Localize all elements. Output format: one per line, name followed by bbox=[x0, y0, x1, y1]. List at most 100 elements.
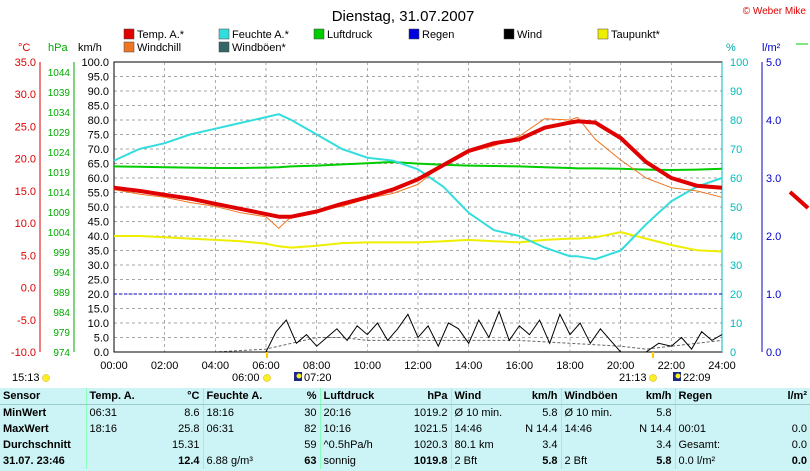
stat-cell: 0.0 l/m² bbox=[674, 453, 741, 469]
stat-cell bbox=[85, 437, 148, 453]
stat-cell: N 14.4 bbox=[525, 423, 558, 435]
time-tick-label: 12:00 bbox=[404, 360, 432, 372]
wind-tick-label: 95.0 bbox=[88, 72, 109, 84]
stat-cell: 2 Bft bbox=[560, 453, 627, 469]
temp-tick-label: 30.0 bbox=[15, 89, 36, 101]
temp-tick-label: 10.0 bbox=[15, 218, 36, 230]
wind-tick-label: 25.0 bbox=[88, 275, 109, 287]
wind-tick-label: 70.0 bbox=[88, 144, 109, 156]
series-taupunkt bbox=[114, 231, 723, 253]
press-tick-label: 994 bbox=[53, 268, 70, 279]
wind-tick-label: 50.0 bbox=[88, 202, 109, 214]
stat-cell: 20:16 bbox=[319, 404, 389, 421]
legend-label: Temp. A.* bbox=[137, 29, 185, 41]
stat-row: Durchschnitt 15.31 59 ^0.5hPa/h 1020.3 80.1 k… bbox=[0, 437, 810, 453]
legend-label: Windchill bbox=[137, 42, 181, 54]
moonrise-label: 22:09 bbox=[683, 372, 711, 384]
stat-cell: 1019.2 bbox=[413, 407, 448, 419]
stat-cell: 82 bbox=[304, 423, 317, 435]
wind-tick-label: 45.0 bbox=[88, 217, 109, 229]
series-luftdruck bbox=[113, 161, 723, 171]
hum-unit-label: % bbox=[726, 42, 736, 54]
stat-cell: MaxWert bbox=[3, 423, 49, 435]
legend-label: Feuchte A.* bbox=[232, 29, 290, 41]
hum-tick-label: 40 bbox=[730, 231, 742, 243]
stat-cell: Regen bbox=[674, 388, 741, 405]
stat-cell: 59 bbox=[304, 439, 317, 451]
legend-swatch bbox=[597, 28, 609, 40]
press-tick-label: 979 bbox=[53, 328, 70, 339]
temp-tick-label: 0.0 bbox=[21, 283, 36, 295]
time-tick-label: 18:00 bbox=[556, 360, 584, 372]
stat-cell bbox=[202, 437, 270, 453]
wind-tick-label: 10.0 bbox=[88, 318, 109, 330]
wind-tick-label: 15.0 bbox=[88, 304, 109, 316]
rain-tick-label: 3.0 bbox=[766, 173, 781, 185]
series-tempa bbox=[113, 119, 723, 219]
temp-tick-label: -10.0 bbox=[11, 347, 36, 359]
press-tick-label: 1024 bbox=[48, 148, 71, 159]
stat-cell: N 14.4 bbox=[639, 423, 672, 435]
stat-row: MinWert 06:31 8.6 18:16 30 20:16 1019.2 Ø 10 mi… bbox=[0, 404, 810, 421]
wind-tick-label: 75.0 bbox=[88, 130, 109, 142]
press-tick-label: 989 bbox=[53, 288, 70, 299]
wind-tick-label: 5.0 bbox=[94, 333, 109, 345]
stat-cell: 1019.8 bbox=[413, 455, 448, 467]
hum-tick-label: 70 bbox=[730, 144, 742, 156]
hum-tick-label: 20 bbox=[730, 289, 742, 301]
wind-tick-label: 60.0 bbox=[88, 173, 109, 185]
wind-tick-label: 20.0 bbox=[88, 289, 109, 301]
stat-cell: 8.6 bbox=[184, 407, 200, 419]
stat-cell: Wind bbox=[450, 388, 515, 405]
time-tick-label: 02:00 bbox=[151, 360, 179, 372]
stat-row: MaxWert 18:16 25.8 06:31 82 10:16 1021.5 14:46 N… bbox=[0, 421, 810, 437]
stat-cell: 6.88 g/m³ bbox=[202, 453, 270, 469]
legend-label: Luftdruck bbox=[327, 29, 373, 41]
series bbox=[113, 113, 723, 353]
stat-cell: 5.8 bbox=[656, 455, 672, 467]
wind-tick-label: 85.0 bbox=[88, 101, 109, 113]
moonrise-icon-glyph bbox=[675, 373, 681, 379]
press-tick-label: 1014 bbox=[48, 188, 71, 199]
press-tick-label: 1004 bbox=[48, 228, 71, 239]
hum-tick-label: 60 bbox=[730, 173, 742, 185]
stat-cell: Sensor bbox=[0, 388, 86, 405]
legend-label: Regen bbox=[422, 29, 454, 41]
stat-cell: 5.8 bbox=[542, 407, 558, 419]
statistics-table: Sensor Temp. A. °C Feuchte A.% Luftdruck hPa W… bbox=[0, 388, 810, 469]
series-feuchtea bbox=[113, 113, 723, 261]
temp-tick-label: 35.0 bbox=[15, 57, 36, 69]
hum-tick-label: 80 bbox=[730, 115, 742, 127]
stat-cell: 2 Bft bbox=[450, 453, 515, 469]
hum-tick-label: 0 bbox=[730, 347, 736, 359]
stat-cell: Windböen bbox=[560, 388, 627, 405]
legend-swatch bbox=[123, 41, 135, 53]
press-tick-label: 1019 bbox=[48, 168, 71, 179]
stat-cell: Feuchte A. bbox=[202, 388, 270, 405]
press-tick-label: 1009 bbox=[48, 208, 71, 219]
press-tick-label: 1044 bbox=[48, 68, 71, 79]
legend-swatch bbox=[408, 28, 420, 40]
wind-tick-label: 65.0 bbox=[88, 159, 109, 171]
time-tick-label: 08:00 bbox=[303, 360, 331, 372]
stat-cell: 0.0 bbox=[791, 423, 807, 435]
press-tick-label: 974 bbox=[53, 348, 70, 359]
stat-cell: Luftdruck bbox=[319, 388, 389, 405]
moonset-icon-glyph bbox=[296, 373, 302, 379]
stat-cell: 0.0 bbox=[791, 439, 807, 451]
chart-title: Dienstag, 31.07.2007 bbox=[332, 8, 475, 25]
hum-tick-label: 90 bbox=[730, 86, 742, 98]
left-time-label: 15:13 bbox=[12, 372, 40, 384]
wind-unit-label: km/h bbox=[78, 42, 102, 54]
stat-cell: 80.1 km bbox=[450, 437, 515, 453]
stat-cell: 30 bbox=[304, 407, 317, 419]
stat-cell: 18:16 bbox=[85, 421, 148, 437]
wind-tick-label: 0.0 bbox=[94, 347, 109, 359]
sun-moon-markers: 15:13 06:00 07:20 21:13 22:09 bbox=[12, 43, 810, 384]
hum-tick-label: 100 bbox=[730, 57, 748, 69]
wind-tick-label: 35.0 bbox=[88, 246, 109, 258]
stat-cell: Ø 10 min. bbox=[450, 404, 515, 421]
stat-cell: 1021.5 bbox=[413, 423, 448, 435]
statistics-panel: Sensor Temp. A. °C Feuchte A.% Luftdruck hPa W… bbox=[0, 388, 810, 471]
press-tick-label: 999 bbox=[53, 248, 70, 259]
